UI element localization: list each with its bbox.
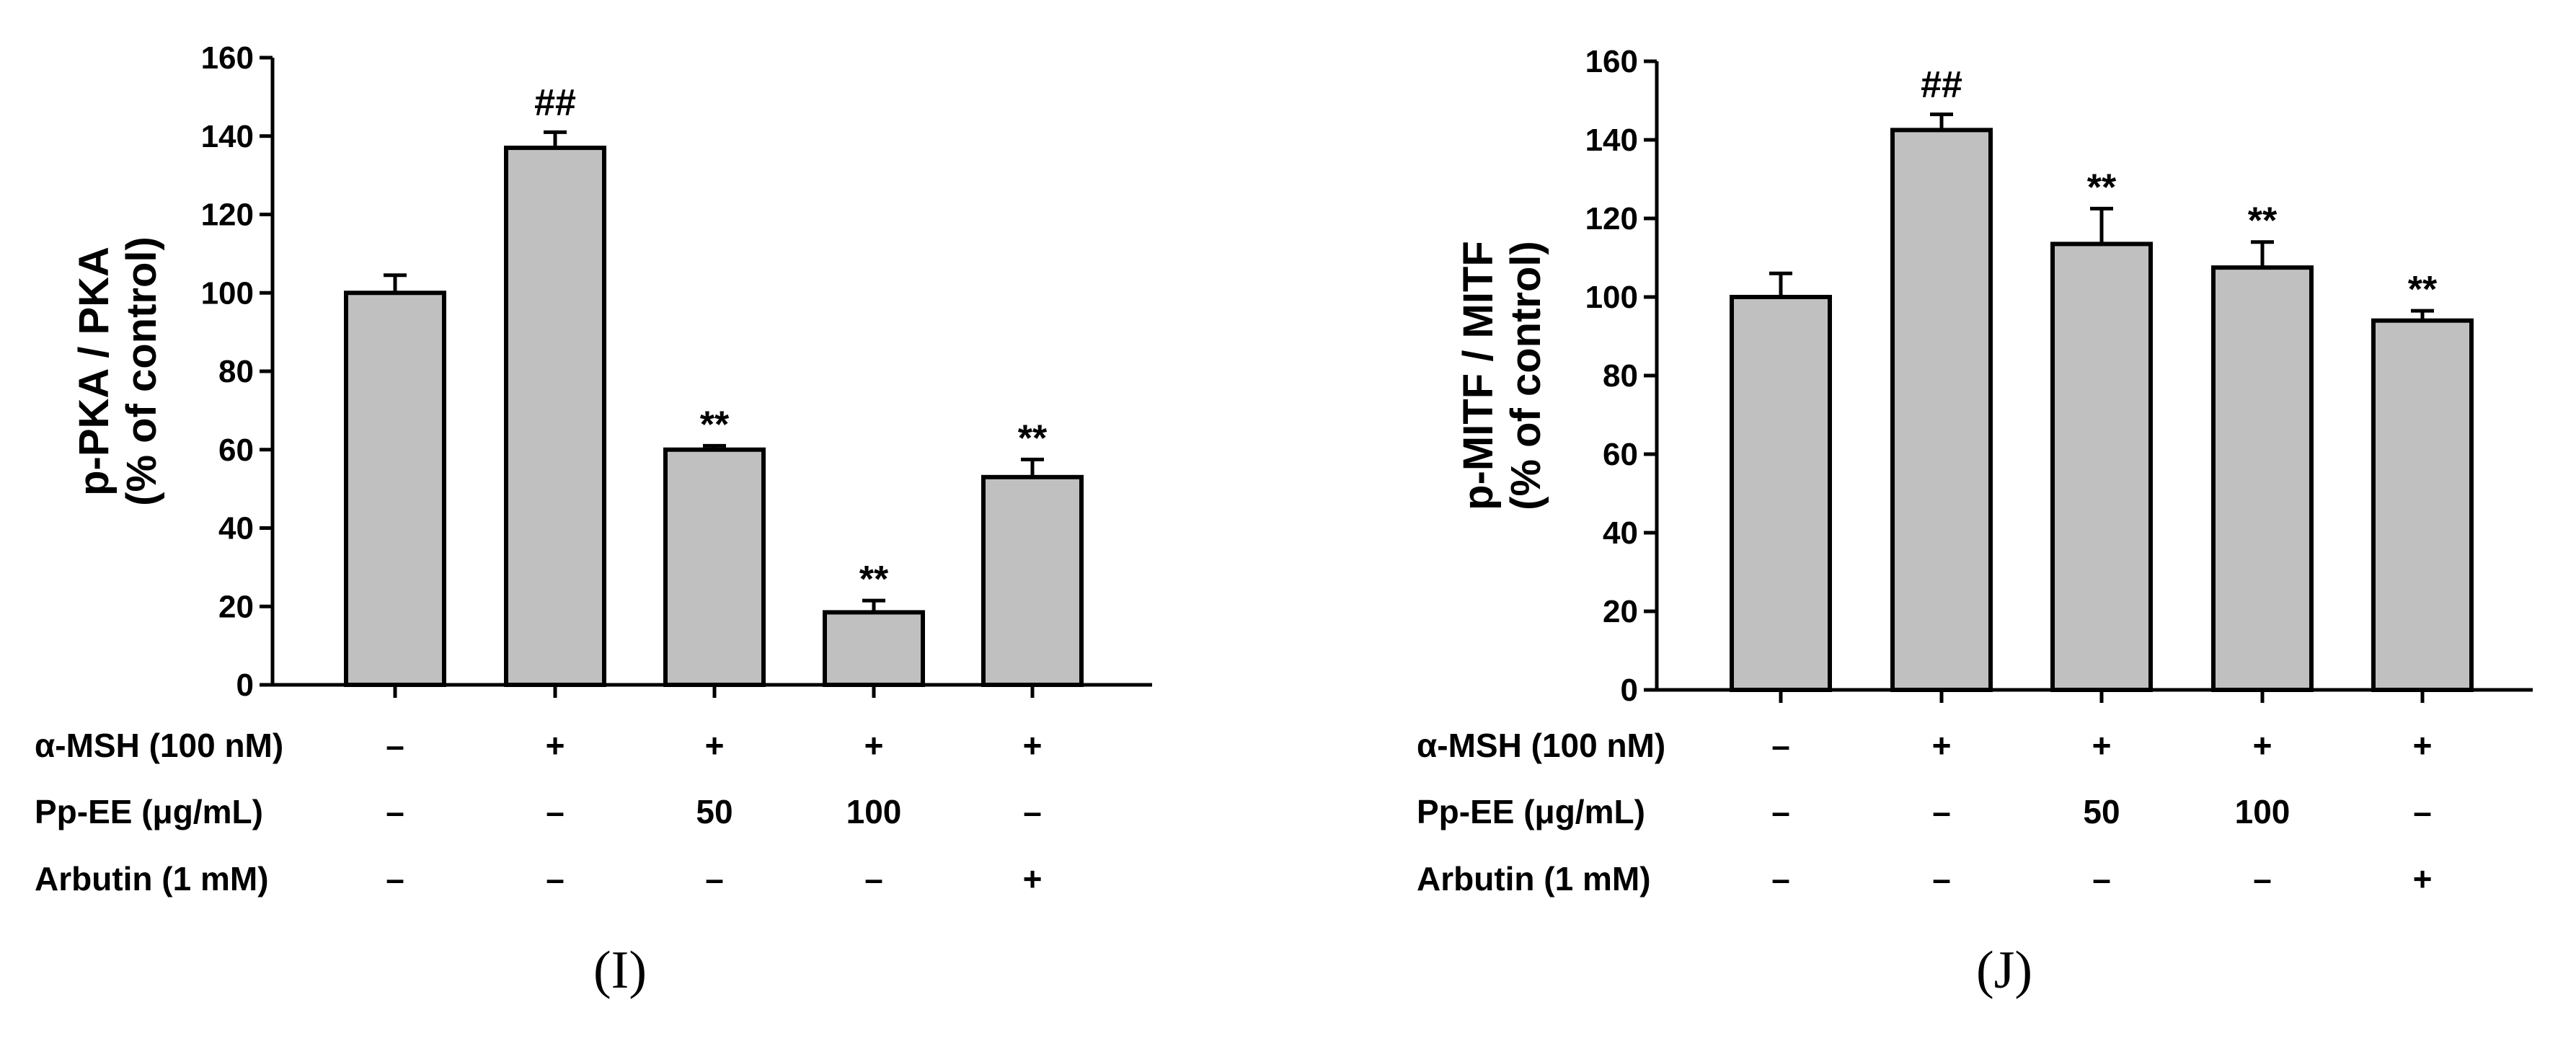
significance-marker: ## bbox=[1921, 64, 1962, 106]
significance-marker: ** bbox=[859, 559, 889, 600]
condition-cell: – bbox=[386, 793, 404, 830]
condition-cell: + bbox=[2253, 727, 2272, 764]
condition-label: Pp-EE (μg/mL) bbox=[35, 793, 263, 830]
y-tick-label: 100 bbox=[201, 275, 254, 311]
condition-label: α-MSH (100 nM) bbox=[1417, 727, 1665, 764]
condition-cell: – bbox=[1932, 793, 1951, 830]
bar bbox=[2371, 318, 2474, 692]
y-tick-label: 20 bbox=[1603, 594, 1638, 629]
bar bbox=[823, 610, 925, 687]
significance-marker: ** bbox=[700, 404, 730, 446]
condition-cell: – bbox=[1771, 727, 1790, 764]
condition-cell: – bbox=[2413, 793, 2432, 830]
y-tick-label: 140 bbox=[1585, 123, 1638, 158]
y-tick-label: 160 bbox=[201, 40, 254, 76]
bar bbox=[1730, 295, 1832, 692]
significance-marker: ** bbox=[2408, 269, 2438, 311]
condition-cell: – bbox=[1932, 860, 1951, 897]
condition-cell: – bbox=[546, 860, 565, 897]
condition-cell: + bbox=[2413, 727, 2433, 764]
y-axis-subtitle: (% of control) bbox=[1502, 241, 1549, 510]
condition-cell: + bbox=[1023, 727, 1043, 764]
chart-panel-i: 0 20 40 60 80 100 120 140 160 ## ** ** ** p-PKA / PKA… bbox=[35, 40, 1152, 1000]
y-tick-label: 120 bbox=[1585, 201, 1638, 236]
y-tick-label: 120 bbox=[201, 198, 254, 233]
condition-cell: + bbox=[864, 727, 884, 764]
y-axis-title: p-MITF / MITF bbox=[1455, 241, 1502, 510]
bar bbox=[981, 474, 1084, 687]
chart-panel-j: 0 20 40 60 80 100 120 140 160 ## ** ** ** p-MITF / MI… bbox=[1417, 44, 2533, 1000]
condition-cell: – bbox=[386, 727, 404, 764]
condition-cell: + bbox=[1932, 727, 1952, 764]
bar bbox=[2050, 241, 2153, 692]
condition-cell: 50 bbox=[696, 793, 732, 830]
panel-label: (J) bbox=[1976, 941, 2032, 1000]
condition-label: Arbutin (1 mM) bbox=[1417, 860, 1651, 897]
bar bbox=[2211, 265, 2314, 692]
y-tick-label: 160 bbox=[1585, 44, 1638, 79]
condition-cell: – bbox=[546, 793, 565, 830]
condition-cell: 50 bbox=[2083, 793, 2120, 830]
y-tick-label: 60 bbox=[1603, 437, 1638, 472]
condition-cell: 100 bbox=[846, 793, 902, 830]
condition-cell: – bbox=[705, 860, 724, 897]
condition-cell: – bbox=[2253, 860, 2272, 897]
condition-cell: + bbox=[705, 727, 725, 764]
condition-cell: + bbox=[2413, 860, 2433, 897]
condition-cell: 100 bbox=[2235, 793, 2290, 830]
condition-cell: – bbox=[1771, 860, 1790, 897]
bar bbox=[663, 447, 766, 687]
y-axis-title: p-PKA / PKA bbox=[71, 247, 118, 496]
condition-cell: – bbox=[386, 860, 404, 897]
condition-cell: – bbox=[864, 860, 883, 897]
y-tick-label: 40 bbox=[1603, 515, 1638, 551]
y-tick-label: 0 bbox=[1621, 673, 1638, 708]
y-tick-label: 0 bbox=[236, 668, 254, 703]
condition-label: α-MSH (100 nM) bbox=[35, 727, 283, 764]
condition-cell: + bbox=[546, 727, 565, 764]
condition-label: Arbutin (1 mM) bbox=[35, 860, 269, 897]
bar bbox=[344, 291, 446, 687]
y-tick-label: 20 bbox=[218, 589, 254, 624]
bar bbox=[1890, 128, 1993, 692]
significance-marker: ## bbox=[534, 81, 576, 123]
y-tick-label: 40 bbox=[218, 511, 254, 546]
y-tick-label: 100 bbox=[1585, 280, 1638, 315]
condition-cell: – bbox=[1771, 793, 1790, 830]
y-axis-subtitle: (% of control) bbox=[118, 236, 165, 506]
y-tick-label: 80 bbox=[1603, 358, 1638, 394]
condition-cell: + bbox=[1023, 860, 1043, 897]
condition-label: Pp-EE (μg/mL) bbox=[1417, 793, 1645, 830]
y-tick-label: 60 bbox=[218, 433, 254, 468]
significance-marker: ** bbox=[1018, 417, 1048, 459]
significance-marker: ** bbox=[2248, 200, 2278, 242]
y-tick-label: 80 bbox=[218, 354, 254, 389]
bar bbox=[504, 146, 606, 687]
y-tick-label: 140 bbox=[201, 119, 254, 154]
significance-marker: ** bbox=[2087, 167, 2117, 208]
panel-label: (I) bbox=[593, 941, 647, 1000]
condition-cell: – bbox=[1023, 793, 1042, 830]
condition-cell: + bbox=[2092, 727, 2112, 764]
condition-cell: – bbox=[2092, 860, 2111, 897]
